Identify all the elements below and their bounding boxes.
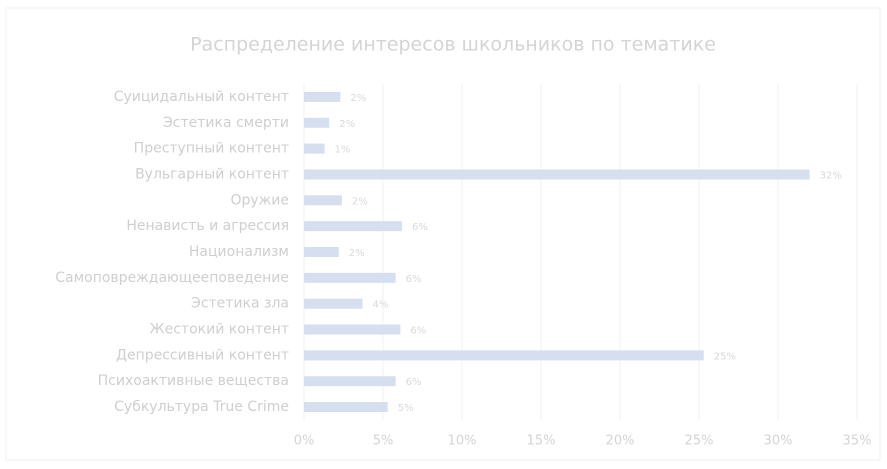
x-tick-label: 30%: [764, 434, 793, 449]
data-label: 6%: [410, 326, 426, 337]
y-tick-label: Эстетика зла: [191, 296, 289, 312]
y-tick-label: Оружие: [230, 192, 289, 208]
x-tick-label: 35%: [843, 434, 872, 449]
bar: [304, 221, 402, 232]
x-tick-label: 10%: [448, 434, 477, 449]
data-label: 6%: [412, 222, 428, 233]
y-tick-label: Жестокий контент: [150, 322, 289, 338]
data-label: 2%: [350, 93, 366, 104]
x-tick-label: 15%: [527, 434, 556, 449]
chart-frame: [5, 7, 881, 461]
data-label: 5%: [398, 403, 414, 414]
bar: [304, 169, 810, 180]
y-tick-label: Преступный контент: [134, 141, 289, 157]
data-label: 4%: [372, 300, 388, 311]
data-label: 25%: [714, 351, 736, 362]
data-label: 32%: [820, 170, 842, 181]
y-tick-label: Ненависть и агрессия: [126, 218, 289, 234]
y-tick-label: Субкультура True Crime: [114, 399, 289, 415]
x-tick-label: 20%: [606, 434, 635, 449]
bar: [304, 324, 401, 335]
x-tick-label: 5%: [373, 434, 394, 449]
bar: [304, 91, 341, 102]
bar: [304, 350, 704, 361]
y-tick-label: Вульгарный контент: [135, 166, 289, 182]
data-label: 2%: [349, 248, 365, 259]
y-tick-label: Психоактивные вещества: [98, 373, 289, 389]
y-tick-label: Национализм: [189, 244, 289, 260]
data-label: 2%: [352, 196, 368, 207]
x-tick-label: 0%: [294, 434, 315, 449]
data-label: 2%: [339, 119, 355, 130]
bar: [304, 117, 330, 128]
bar: [304, 272, 396, 283]
data-label: 6%: [406, 274, 422, 285]
y-tick-label: Суицидальный контент: [114, 89, 289, 105]
bar: [304, 195, 342, 206]
bar: [304, 376, 396, 387]
y-tick-label: Депрессивный контент: [116, 347, 289, 363]
bar: [304, 247, 339, 257]
data-label: 1%: [335, 145, 351, 156]
bar: [304, 402, 388, 413]
y-tick-label: Эстетика смерти: [163, 115, 289, 131]
data-label: 6%: [406, 377, 422, 388]
x-tick-label: 25%: [685, 434, 714, 449]
chart-title: Распределение интересов школьников по те…: [190, 34, 716, 56]
bar: [304, 298, 363, 309]
bar: [304, 143, 325, 154]
y-tick-label: Самоповреждающееповедение: [55, 270, 289, 286]
